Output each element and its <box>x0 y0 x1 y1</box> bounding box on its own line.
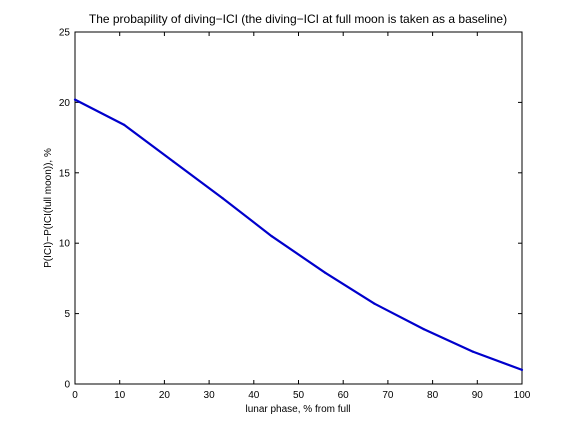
x-tick-label: 50 <box>293 390 305 401</box>
data-point <box>471 350 474 353</box>
x-axis-ticks: 0 10 20 30 40 50 60 70 80 90 100 <box>72 32 531 401</box>
y-axis-ticks: 0 5 10 15 20 25 <box>59 28 522 391</box>
data-point <box>270 235 273 238</box>
x-tick-label: 70 <box>382 390 394 401</box>
chart-title: The probapility of diving−ICI (the divin… <box>89 12 507 26</box>
x-tick-label: 10 <box>114 390 126 401</box>
data-point <box>123 123 126 126</box>
y-tick-label: 0 <box>64 380 70 391</box>
y-tick-label: 15 <box>59 168 71 179</box>
y-tick-label: 25 <box>59 28 71 39</box>
x-tick-label: 40 <box>248 390 260 401</box>
x-tick-label: 0 <box>72 390 78 401</box>
x-tick-label: 60 <box>338 390 350 401</box>
y-axis-label: P(ICI)−P(ICI(full moon)), % <box>43 148 54 268</box>
series-layer <box>73 98 524 371</box>
data-point <box>422 328 425 331</box>
x-tick-label: 80 <box>427 390 439 401</box>
data-point <box>324 271 327 274</box>
y-tick-label: 20 <box>59 98 71 109</box>
data-point <box>373 302 376 305</box>
series-line <box>74 98 523 371</box>
x-axis-label: lunar phase, % from full <box>245 404 350 415</box>
plot-area <box>74 31 523 385</box>
data-point <box>172 160 175 163</box>
x-tick-label: 20 <box>159 390 171 401</box>
x-tick-label: 100 <box>514 390 531 401</box>
x-tick-label: 30 <box>204 390 216 401</box>
data-point <box>520 368 524 371</box>
x-tick-label: 90 <box>472 390 484 401</box>
data-point <box>221 197 224 200</box>
data-point <box>73 98 77 101</box>
y-tick-label: 5 <box>64 309 70 320</box>
y-tick-label: 10 <box>59 239 71 250</box>
